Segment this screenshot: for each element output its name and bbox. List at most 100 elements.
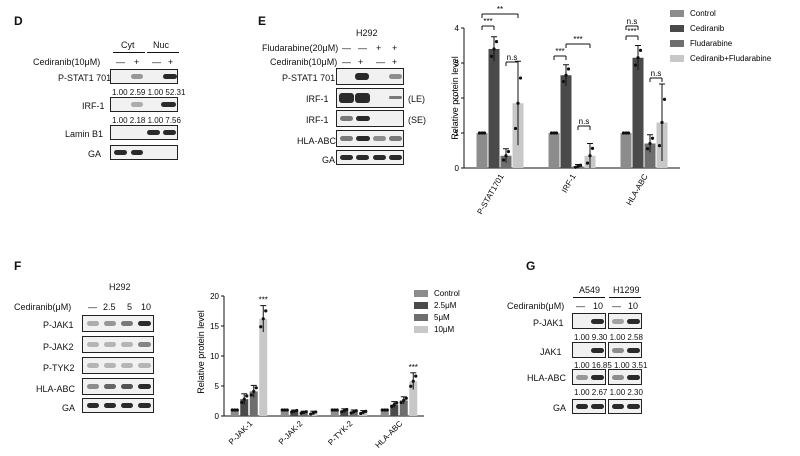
sig-label: *** — [555, 47, 564, 56]
d-row-label: IRF-1 — [82, 101, 105, 111]
bar — [359, 412, 368, 416]
data-point — [235, 408, 239, 412]
data-point — [566, 67, 571, 71]
f-treatment-label: Cediranib(μM) — [14, 302, 72, 312]
g-group-line — [573, 297, 605, 298]
x-tick-label: HLA-ABC — [625, 172, 650, 207]
f-cell-line: H292 — [109, 282, 131, 292]
e-row-label: IRF-1 — [306, 115, 329, 125]
g-cell-line: A549 — [579, 285, 601, 295]
panel-e-label: E — [258, 14, 267, 28]
y-tick-label: 1 — [455, 129, 460, 138]
e-bar-chart: 0 1 2 3 4 P-STAT1701 IRF-1 HLA-ABC Control Cedira… — [450, 5, 772, 215]
legend-swatch — [670, 25, 684, 32]
data-point — [335, 408, 339, 412]
data-point — [626, 131, 631, 135]
bar — [560, 75, 572, 168]
d-row-label: Lamin B1 — [65, 129, 104, 139]
y-tick-label: 0 — [215, 412, 220, 421]
legend-swatch — [414, 290, 428, 297]
e-cond-val: + — [392, 57, 398, 67]
g-blot-jak1-a549 — [572, 342, 606, 358]
data-point — [549, 131, 554, 135]
g-treat-2: 10 — [593, 301, 604, 311]
legend-label: Cediranib — [690, 24, 725, 33]
bar — [280, 410, 289, 416]
g-blot-pjak1-h1299 — [608, 313, 642, 329]
f-blot-hla — [82, 378, 154, 395]
bar — [620, 133, 632, 168]
g-row-label: GA — [553, 403, 567, 413]
sig-label: *** — [259, 296, 268, 305]
bar — [380, 410, 389, 416]
data-point — [254, 386, 258, 390]
data-point — [233, 408, 237, 412]
legend-swatch — [670, 40, 684, 47]
e-row-label: P-STAT1 701 — [282, 73, 336, 83]
data-point — [638, 48, 643, 53]
data-point — [657, 144, 662, 148]
data-point — [561, 79, 566, 84]
d-treat-2: + — [134, 57, 140, 67]
g-quant-hla: 1.00 2.67 1.00 2.30 — [574, 388, 643, 397]
e-row-label: GA — [322, 155, 336, 165]
e-blot-irf1-le — [336, 88, 404, 108]
d-group-line-nuc — [147, 52, 179, 53]
x-tick-label: HLA-ABC — [374, 419, 405, 450]
y-tick-label: 10 — [210, 352, 219, 361]
d-quant-pstat1: 1.00 2.59 1.00 52.31 — [112, 88, 186, 97]
f-blot-ptyk2 — [82, 357, 154, 374]
e-blot-hla — [336, 130, 404, 147]
data-point — [280, 408, 284, 412]
data-point — [261, 317, 265, 321]
d-group-cyt: Cyt — [121, 40, 135, 50]
sig-label: n.s — [579, 117, 590, 126]
data-point — [501, 158, 506, 162]
data-point — [477, 131, 482, 135]
data-point — [264, 309, 268, 313]
e-row-note: (LE) — [408, 94, 426, 104]
data-point — [409, 384, 413, 388]
f-bar-chart: 0 5 10 15 20 P-JAK-1 P-JAK-2 P-TYK-2 HLA-ABC Cont… — [196, 289, 460, 450]
data-point — [285, 408, 289, 412]
e-cond-val: — — [342, 43, 351, 53]
e-cell-line: H292 — [356, 28, 378, 38]
x-tick-label: P-TYK-2 — [326, 419, 354, 447]
g-quant-pjak1: 1.00 9.30 1.00 2.58 — [574, 333, 643, 342]
bar — [259, 318, 268, 416]
data-point — [230, 408, 234, 412]
data-point — [402, 398, 406, 402]
data-point — [554, 131, 559, 135]
y-tick-label: 5 — [215, 382, 220, 391]
e-blot-pstat1 — [336, 68, 404, 85]
f-blot-pjak2 — [82, 336, 154, 353]
data-point — [359, 411, 363, 416]
data-point — [645, 147, 650, 151]
legend-label: Cediranib+Fludarabine — [690, 54, 772, 63]
data-point — [573, 165, 578, 169]
d-treat-3: — — [152, 57, 161, 67]
sig-label: n.s — [507, 53, 518, 62]
data-point — [395, 401, 399, 405]
g-quant-jak1: 1.00 16.85 1.00 3.51 — [574, 361, 648, 370]
data-point — [482, 131, 487, 135]
e-cond-label: Cediranib(10μM) — [270, 57, 338, 67]
e-cond-label: Fludarabine(20μM) — [262, 43, 339, 53]
data-point — [588, 154, 592, 158]
f-ylabel: Relative protein level — [196, 310, 206, 394]
f-treat-3: 5 — [127, 302, 133, 312]
sig-label: *** — [573, 35, 582, 44]
g-row-label: HLA-ABC — [527, 373, 567, 383]
x-tick-label: IRF-1 — [560, 172, 578, 194]
data-point — [648, 141, 652, 146]
sig-label: n.s — [627, 17, 638, 26]
data-point — [349, 411, 353, 415]
data-point — [504, 154, 508, 158]
legend-label: 5μM — [434, 313, 450, 322]
x-tick-label: P-JAK-2 — [277, 419, 305, 447]
d-quant-irf1: 1.00 2.18 1.00 7.56 — [112, 116, 181, 125]
data-point — [364, 409, 368, 413]
data-point — [552, 131, 556, 135]
f-row-label: P-JAK1 — [43, 320, 74, 330]
d-blot-pstat1 — [110, 69, 178, 84]
